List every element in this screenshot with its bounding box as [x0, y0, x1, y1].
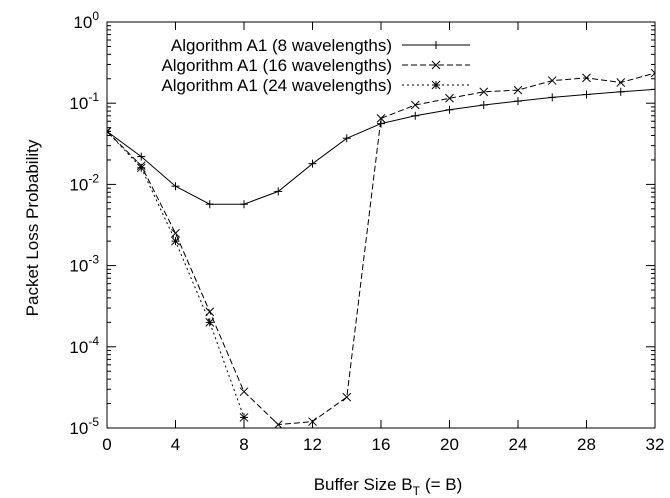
marker-stroke — [239, 387, 249, 397]
marker-stroke — [582, 73, 591, 83]
series-layer — [107, 68, 655, 428]
marker-stroke — [376, 114, 386, 123]
x-axis-label-main: Buffer Size B — [314, 475, 413, 494]
series-line — [107, 88, 655, 205]
data-point — [616, 78, 626, 87]
data-point — [171, 236, 180, 246]
marker-stroke — [431, 60, 441, 70]
data-point — [308, 159, 317, 168]
x-axis-label: Buffer Size BT (= B) — [314, 475, 463, 498]
y-tick-label: 10-1 — [69, 90, 99, 113]
data-point — [205, 200, 214, 209]
data-point — [107, 127, 112, 136]
data-point — [239, 387, 249, 397]
marker-stroke — [205, 318, 215, 327]
data-point — [548, 93, 557, 102]
data-point — [342, 134, 351, 143]
legend: Algorithm A1 (8 wavelengths)Algorithm A1… — [161, 36, 470, 95]
x-tick-label: 24 — [509, 435, 528, 454]
marker-stroke — [445, 93, 454, 103]
data-point — [377, 119, 385, 128]
x-axis-label-sub: T — [413, 484, 421, 498]
data-point — [411, 111, 420, 120]
data-point — [514, 97, 522, 106]
data-point — [205, 318, 215, 327]
data-point — [651, 85, 655, 94]
y-tick-label: 10-2 — [69, 171, 99, 194]
y-tick-label: 10-3 — [69, 253, 99, 276]
marker-stroke — [650, 68, 655, 74]
y-axis-label: Packet Loss Probability — [23, 139, 42, 316]
marker-stroke — [513, 85, 523, 95]
data-point — [171, 182, 180, 191]
series-line — [107, 131, 245, 418]
legend-label: Algorithm A1 (16 wavelengths) — [161, 56, 392, 75]
data-point — [137, 152, 146, 161]
axes: 0 4 8 12 16 20 24 28 32 100 10-1 10-2 10-3 10-4 10-5 — [69, 9, 664, 454]
x-tick-label: 20 — [440, 435, 459, 454]
marker-stroke — [342, 392, 352, 402]
data-point — [273, 420, 283, 428]
marker-stroke — [616, 78, 626, 87]
legend-marker — [432, 41, 440, 49]
data-point — [205, 307, 215, 317]
data-point — [240, 200, 248, 209]
marker-stroke — [107, 127, 112, 133]
x-axis-label-suffix: (= B) — [425, 475, 462, 494]
data-point — [342, 392, 352, 402]
data-point — [136, 163, 146, 173]
legend-marker — [431, 80, 441, 90]
marker-stroke — [410, 100, 420, 110]
y-tick-label: 10-5 — [69, 415, 99, 438]
marker-stroke — [136, 163, 146, 173]
legend-label: Algorithm A1 (8 wavelengths) — [171, 36, 392, 55]
data-point — [479, 87, 489, 97]
marker-stroke — [107, 130, 112, 136]
marker-stroke — [431, 80, 441, 90]
x-tick-label: 8 — [239, 435, 248, 454]
marker-stroke — [479, 87, 489, 97]
data-point — [513, 85, 523, 95]
y-tick-label: 100 — [73, 9, 99, 32]
data-point — [616, 87, 625, 96]
data-point — [445, 105, 454, 114]
marker-stroke — [308, 417, 317, 426]
marker-stroke — [205, 307, 215, 317]
series-1 — [107, 85, 655, 209]
x-tick-label: 0 — [102, 435, 111, 454]
data-point — [376, 114, 386, 123]
x-tick-label: 28 — [577, 435, 596, 454]
series-line — [107, 72, 655, 426]
series-3 — [107, 127, 249, 422]
data-point — [445, 93, 454, 103]
data-point — [582, 73, 591, 83]
x-tick-label: 32 — [646, 435, 665, 454]
x-tick-label: 12 — [303, 435, 322, 454]
data-point — [547, 76, 557, 85]
data-point — [479, 101, 488, 110]
data-point — [308, 417, 317, 426]
marker-stroke — [274, 420, 283, 428]
legend-marker — [431, 60, 441, 70]
data-point — [410, 100, 420, 110]
y-tick-label: 10-4 — [69, 334, 99, 357]
data-point — [582, 90, 591, 99]
marker-stroke — [239, 413, 249, 422]
marker-stroke — [171, 236, 180, 246]
data-point — [274, 187, 283, 196]
x-tick-label: 16 — [372, 435, 391, 454]
data-point — [239, 413, 249, 422]
marker-stroke — [547, 76, 557, 85]
legend-label: Algorithm A1 (24 wavelengths) — [161, 76, 392, 95]
data-point — [650, 68, 655, 78]
x-tick-label: 4 — [171, 435, 180, 454]
marker-stroke — [650, 72, 655, 78]
